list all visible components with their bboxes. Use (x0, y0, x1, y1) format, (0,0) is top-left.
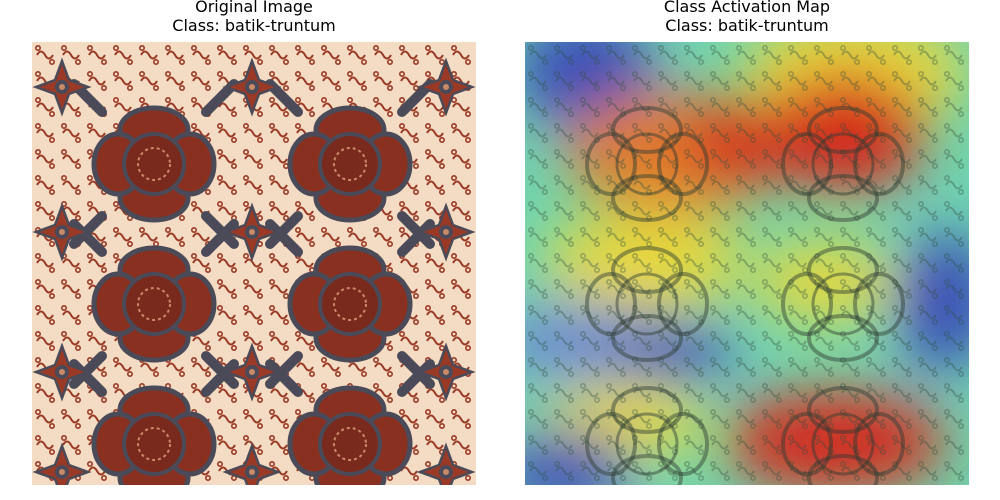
original-image-title-text: Original Image (195, 0, 313, 16)
batik-pattern-graphic (32, 42, 476, 485)
heatmap-overlay-graphic (525, 42, 969, 485)
original-image-title: Original Image Class: batik-truntum (0, 0, 516, 35)
activation-heatmap-image (525, 42, 969, 485)
activation-map-panel: Class Activation Map Class: batik-truntu… (525, 0, 969, 500)
original-image-class-label: Class: batik-truntum (172, 16, 336, 35)
activation-map-title-text: Class Activation Map (663, 0, 831, 16)
original-batik-image (32, 42, 476, 485)
activation-map-class-label: Class: batik-truntum (665, 16, 829, 35)
activation-map-title: Class Activation Map Class: batik-truntu… (485, 0, 1000, 35)
original-image-panel: Original Image Class: batik-truntum (32, 0, 476, 500)
